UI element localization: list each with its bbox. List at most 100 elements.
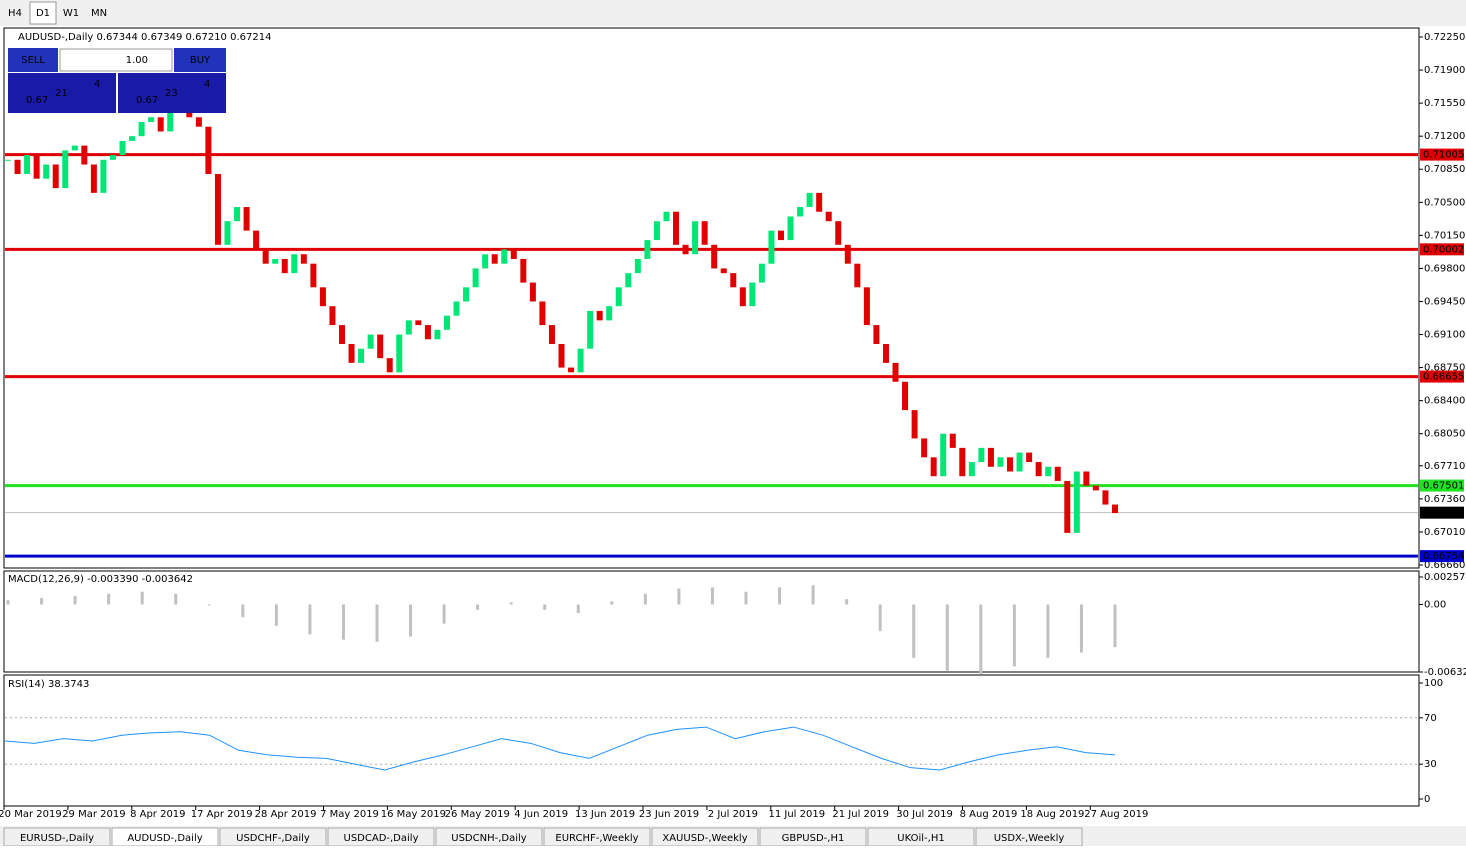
candle	[262, 249, 269, 264]
candle	[1007, 457, 1014, 472]
y-tick-label: 0.67710	[1424, 461, 1465, 472]
candle	[758, 263, 765, 283]
y-tick-label: 0.69100	[1424, 330, 1465, 341]
candle	[682, 244, 689, 255]
macd-bar	[1079, 604, 1083, 653]
bid-main: 21	[55, 88, 68, 99]
macd-bar	[778, 587, 782, 605]
level-label: 0.67501	[1423, 481, 1464, 492]
candle	[644, 240, 651, 259]
candle	[787, 216, 794, 241]
macd-bar	[140, 591, 144, 605]
x-tick-label: 7 May 2019	[320, 809, 379, 820]
timeframe-label: D1	[36, 8, 50, 19]
volume-value: 1.00	[126, 55, 148, 66]
candle	[987, 447, 994, 467]
candle	[377, 334, 384, 359]
timeframe-button[interactable]	[29, 1, 57, 25]
y-tick-label: 0.70150	[1424, 230, 1465, 241]
candle	[844, 244, 851, 264]
y-tick-label: 0.66660	[1424, 560, 1465, 571]
candle	[882, 343, 889, 363]
candle	[415, 320, 422, 326]
candle	[14, 159, 21, 174]
bid-sup: 4	[94, 79, 100, 90]
macd-label: MACD(12,26,9) -0.003390 -0.003642	[8, 574, 193, 585]
y-tick-label: 0.70850	[1424, 164, 1465, 175]
candle	[520, 258, 527, 283]
level-box	[1420, 370, 1464, 383]
level-box	[1420, 243, 1464, 256]
level-label: 0.66754	[1423, 551, 1464, 562]
ask-box[interactable]	[118, 73, 226, 113]
candle	[100, 159, 107, 193]
x-tick-label: 4 Jun 2019	[514, 809, 568, 820]
candle	[701, 221, 708, 245]
timeframe-label: MN	[91, 8, 107, 19]
y-tick-label: 70	[1424, 713, 1437, 724]
candle	[310, 263, 317, 288]
timeframe-button[interactable]	[58, 2, 84, 24]
candle	[405, 320, 412, 335]
candle	[1092, 485, 1099, 491]
candle	[806, 192, 813, 208]
candle	[329, 306, 336, 326]
candle	[1054, 466, 1061, 481]
candle	[653, 221, 660, 241]
candle	[978, 447, 985, 463]
candle	[930, 457, 937, 477]
bid-box[interactable]	[8, 73, 116, 113]
candle	[539, 301, 546, 326]
candle	[730, 273, 737, 288]
volume-input[interactable]	[59, 48, 173, 72]
candle	[940, 433, 947, 477]
symbol-tab-label: UKOil-,H1	[897, 833, 944, 844]
x-tick-label: 29 Mar 2019	[62, 809, 125, 820]
candle	[234, 207, 241, 222]
x-tick-label: 17 Apr 2019	[191, 809, 253, 820]
timeframe-button[interactable]	[2, 2, 28, 24]
level-label: 0.68655	[1423, 372, 1464, 383]
sell-button[interactable]	[8, 48, 58, 72]
symbol-tab-label: XAUUSD-,Weekly	[662, 833, 747, 844]
ask-main: 23	[165, 88, 178, 99]
level-label: 0.71005	[1423, 150, 1464, 161]
macd-bar	[107, 593, 111, 605]
level-box	[1420, 148, 1464, 161]
candle	[1073, 471, 1080, 533]
candle	[615, 287, 622, 307]
level-box	[1420, 479, 1464, 492]
sell-label: SELL	[21, 55, 45, 66]
candle	[768, 230, 775, 264]
current-price-box	[1420, 506, 1464, 519]
macd-bar	[744, 591, 748, 605]
candle	[854, 263, 861, 288]
candle	[711, 244, 718, 269]
candle	[959, 447, 966, 477]
candle	[253, 230, 260, 250]
candle	[892, 362, 899, 382]
candle	[52, 164, 59, 189]
candle	[797, 207, 804, 217]
y-tick-label: 0.002574	[1424, 572, 1466, 583]
candle	[62, 150, 69, 189]
x-tick-label: 8 Apr 2019	[130, 809, 185, 820]
symbol-tab-label: GBPUSD-,H1	[782, 833, 845, 844]
ask-big: 0.67	[136, 95, 158, 106]
buy-button[interactable]	[174, 48, 226, 72]
y-tick-label: 0.68750	[1424, 363, 1465, 374]
candle	[424, 325, 431, 340]
macd-bar	[811, 585, 815, 605]
timeframe-button[interactable]	[86, 2, 112, 24]
candle	[577, 348, 584, 373]
candle	[129, 136, 136, 141]
x-tick-label: 23 Jun 2019	[639, 809, 699, 820]
macd-bar	[308, 604, 312, 635]
candle	[281, 258, 288, 274]
x-tick-label: 11 Jul 2019	[768, 809, 825, 820]
symbol-tab-label: USDCAD-,Daily	[344, 833, 419, 844]
candle	[491, 254, 498, 264]
candle	[625, 273, 632, 288]
candle	[835, 221, 842, 245]
